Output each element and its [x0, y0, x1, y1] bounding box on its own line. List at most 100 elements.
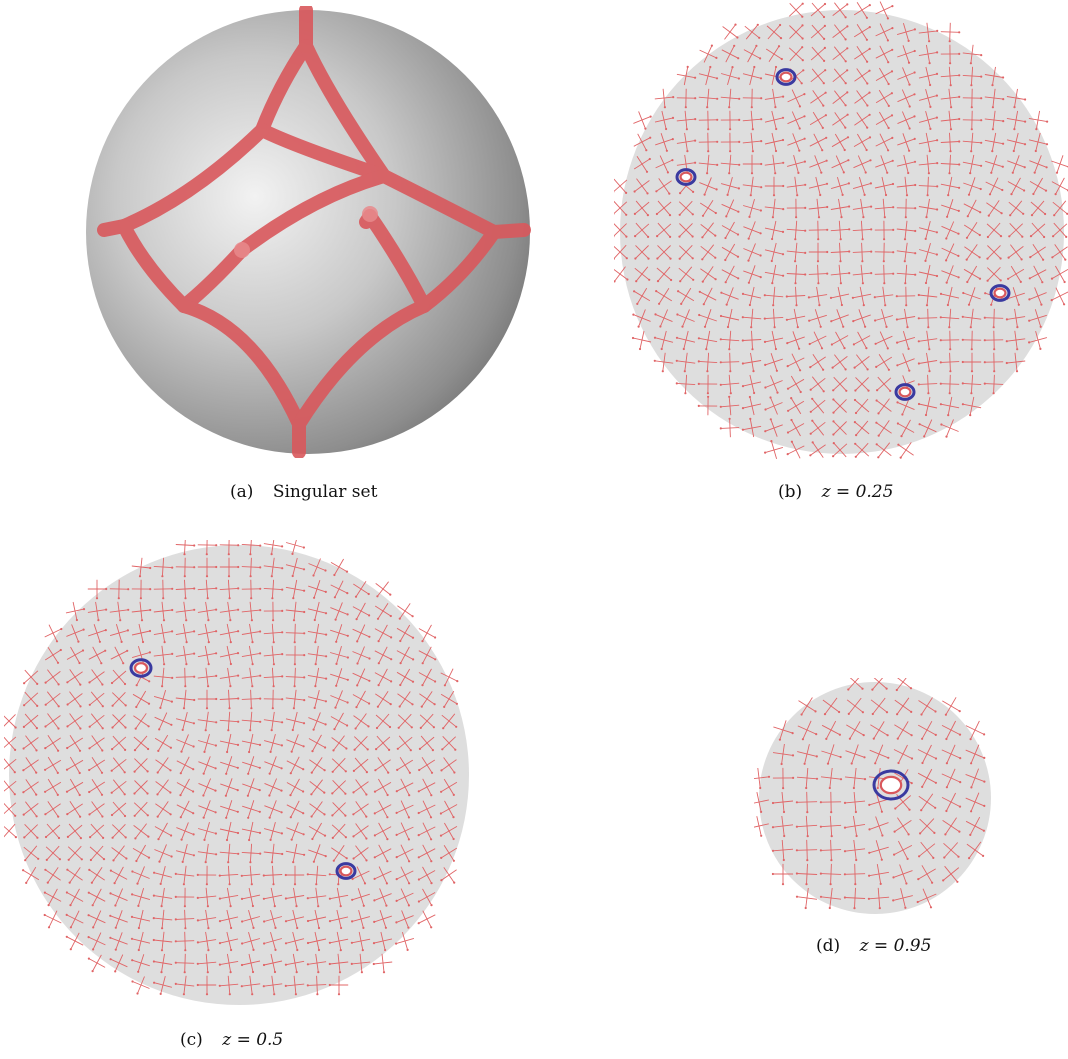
cross-field-segment — [44, 759, 62, 771]
cross-field-tip — [999, 257, 1002, 260]
cross-field-segment — [742, 360, 762, 364]
cross-field-tip — [868, 113, 871, 116]
cross-field-tip — [110, 681, 114, 685]
cross-field-tip — [397, 726, 400, 729]
cross-field-tip — [645, 149, 648, 152]
cross-field-tip — [764, 408, 767, 411]
cross-field-tip — [736, 233, 740, 236]
cross-field-segment — [853, 335, 871, 345]
cross-field-tip — [896, 737, 899, 740]
cross-field-segment — [660, 133, 668, 151]
cross-field-tip — [78, 749, 82, 752]
cross-field-tip — [779, 37, 783, 40]
cross-field-tip — [803, 137, 806, 140]
cross-field-tip — [215, 697, 218, 701]
cross-field-tip — [877, 456, 880, 459]
cross-field-tip — [644, 127, 647, 130]
cross-field-segment — [183, 601, 187, 621]
cross-field-tip — [949, 128, 953, 131]
cross-field-segment — [987, 245, 1001, 259]
cross-field-tip — [92, 926, 95, 929]
cross-field-tip — [939, 403, 942, 406]
cross-field-segment — [112, 823, 126, 839]
cross-field-tip — [832, 389, 835, 392]
cross-field-tip — [839, 282, 842, 285]
cross-field-segment — [827, 744, 835, 764]
cross-field-segment — [271, 843, 275, 863]
cross-field-tip — [382, 971, 386, 974]
cross-field-tip — [958, 830, 961, 833]
cross-field-tip — [914, 252, 917, 255]
cross-field-segment — [970, 720, 980, 740]
cross-field-segment — [918, 868, 936, 880]
cross-field-tip — [1024, 120, 1027, 123]
cross-field-tip — [809, 410, 812, 413]
cross-field-tip — [738, 140, 741, 143]
cross-field-tip — [820, 171, 823, 174]
cross-field-segment — [941, 424, 959, 432]
cross-field-segment — [812, 90, 824, 106]
cross-field-tip — [147, 702, 151, 705]
cross-field-tip — [281, 588, 284, 591]
cross-field-tip — [725, 303, 728, 306]
cross-field-tip — [625, 213, 628, 216]
cross-field-segment — [422, 646, 432, 664]
cross-field-tip — [418, 747, 421, 750]
cross-field-tip — [332, 749, 335, 752]
cross-field-tip — [207, 949, 210, 952]
cross-field-tip — [417, 856, 420, 859]
cross-field-tip — [751, 128, 754, 131]
singularity-ring — [775, 68, 797, 86]
cross-field-tip — [236, 810, 239, 813]
cross-field-segment — [811, 24, 825, 40]
cross-field-tip — [1034, 149, 1037, 153]
singularity-ring — [335, 862, 357, 880]
cross-field-tip — [258, 831, 262, 834]
cross-field-segment — [131, 938, 151, 944]
cross-field-tip — [671, 159, 674, 162]
cross-field-segment — [395, 937, 415, 945]
cross-field-tip — [979, 187, 982, 191]
cross-field-segment — [396, 826, 414, 836]
cross-field-tip — [946, 215, 949, 218]
cross-field-tip — [830, 811, 833, 814]
cross-field-tip — [936, 51, 939, 54]
cross-field-tip — [204, 861, 207, 864]
cross-field-tip — [934, 710, 937, 713]
cross-field-tip — [855, 834, 858, 838]
cross-field-tip — [967, 193, 971, 196]
slice-disk — [620, 10, 1064, 454]
cross-field-segment — [787, 378, 805, 390]
cross-field-segment — [851, 744, 859, 764]
cross-field-tip — [281, 567, 284, 570]
cross-field-tip — [206, 597, 209, 600]
cross-field-tip — [905, 882, 908, 885]
cross-field-segment — [772, 88, 776, 108]
cross-field-tip — [270, 861, 274, 864]
cross-field-tip — [408, 794, 411, 797]
cross-field-tip — [853, 366, 856, 369]
cross-field-tip — [316, 993, 319, 996]
cross-field-tip — [171, 630, 174, 633]
cross-field-tip — [782, 787, 785, 790]
cross-field-segment — [293, 601, 297, 621]
cross-field-tip — [157, 749, 160, 752]
cross-field-segment — [247, 756, 255, 774]
cross-field-tip — [134, 837, 137, 840]
cross-field-segment — [659, 155, 669, 173]
cross-field-segment — [970, 44, 974, 64]
cross-field-tip — [832, 433, 835, 436]
cross-field-tip — [258, 789, 261, 792]
cross-field-tip — [149, 608, 152, 612]
cross-field-tip — [22, 813, 25, 816]
cross-field-tip — [886, 171, 889, 174]
cross-field-tip — [13, 771, 16, 774]
cross-field-tip — [229, 662, 232, 666]
cross-field-tip — [671, 116, 675, 119]
cross-field-tip — [686, 65, 689, 68]
cross-field-tip — [317, 905, 320, 908]
cross-field-tip — [714, 211, 717, 215]
cross-field-tip — [961, 338, 964, 341]
cross-field-tip — [917, 383, 920, 386]
cross-field-segment — [877, 767, 881, 789]
